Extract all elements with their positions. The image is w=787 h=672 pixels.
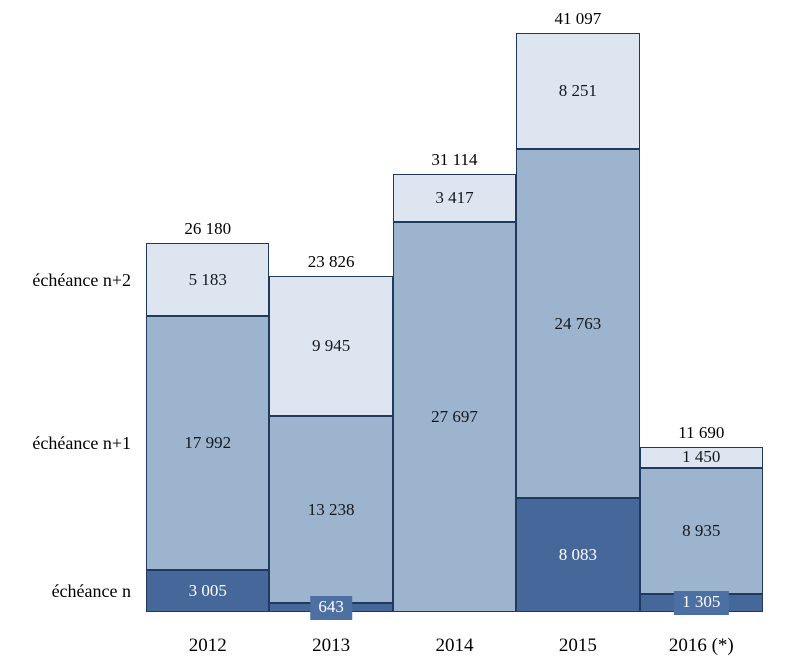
bar-total-label: 31 114 [431, 149, 478, 169]
segment-value-label: 3 005 [188, 580, 227, 600]
segment-value-callout: 1 305 [674, 590, 729, 615]
category-label: 2016 (*) [668, 635, 734, 656]
bar-segment: 1 450 [639, 447, 763, 468]
bar-segment: 24 763 [516, 149, 640, 499]
bar-segment: 13 238 [269, 416, 393, 603]
bar-segment: 9 945 [269, 276, 393, 417]
segment-value-label: 5 183 [188, 269, 227, 289]
segment-value-label: 27 697 [431, 406, 478, 426]
bar-segment: 8 251 [516, 33, 640, 150]
segment-value-label: 13 238 [307, 499, 355, 519]
bar-segment: 8 083 [516, 498, 640, 612]
bar-total-label: 26 180 [184, 219, 232, 239]
row-label-series-name: échéance n+1 [32, 432, 131, 453]
segment-value-label: 8 251 [558, 81, 597, 101]
row-label-series-name: échéance n+2 [32, 269, 131, 290]
bar-total-label: 41 097 [554, 9, 602, 28]
segment-value-label: 9 945 [311, 336, 351, 356]
bar-segment: 3 417 [392, 173, 517, 222]
segment-value-label: 8 935 [682, 520, 721, 540]
bar-total-label: 23 826 [307, 252, 355, 272]
bar-segment: 5 183 [146, 243, 270, 317]
bar-segment: 17 992 [146, 316, 270, 570]
segment-value-label: 8 083 [558, 545, 597, 565]
segment-value-callout: 643 [310, 595, 352, 620]
category-label: 2012 [188, 635, 227, 656]
category-label: 2013 [312, 635, 351, 656]
segment-value-label: 1 450 [682, 447, 721, 467]
bar-segment: 27 697 [392, 221, 517, 612]
category-label: 2014 [435, 635, 474, 656]
segment-value-label: 17 992 [184, 432, 232, 452]
category-label: 2015 [558, 635, 597, 656]
segment-value-label: 3 417 [435, 187, 474, 207]
bar-segment: 3 005 [146, 569, 270, 612]
row-label-series-name: échéance n [51, 580, 131, 601]
segment-value-label: 24 763 [554, 313, 602, 333]
bar-segment: 8 935 [639, 467, 763, 594]
bar-total-label: 11 690 [678, 423, 725, 443]
